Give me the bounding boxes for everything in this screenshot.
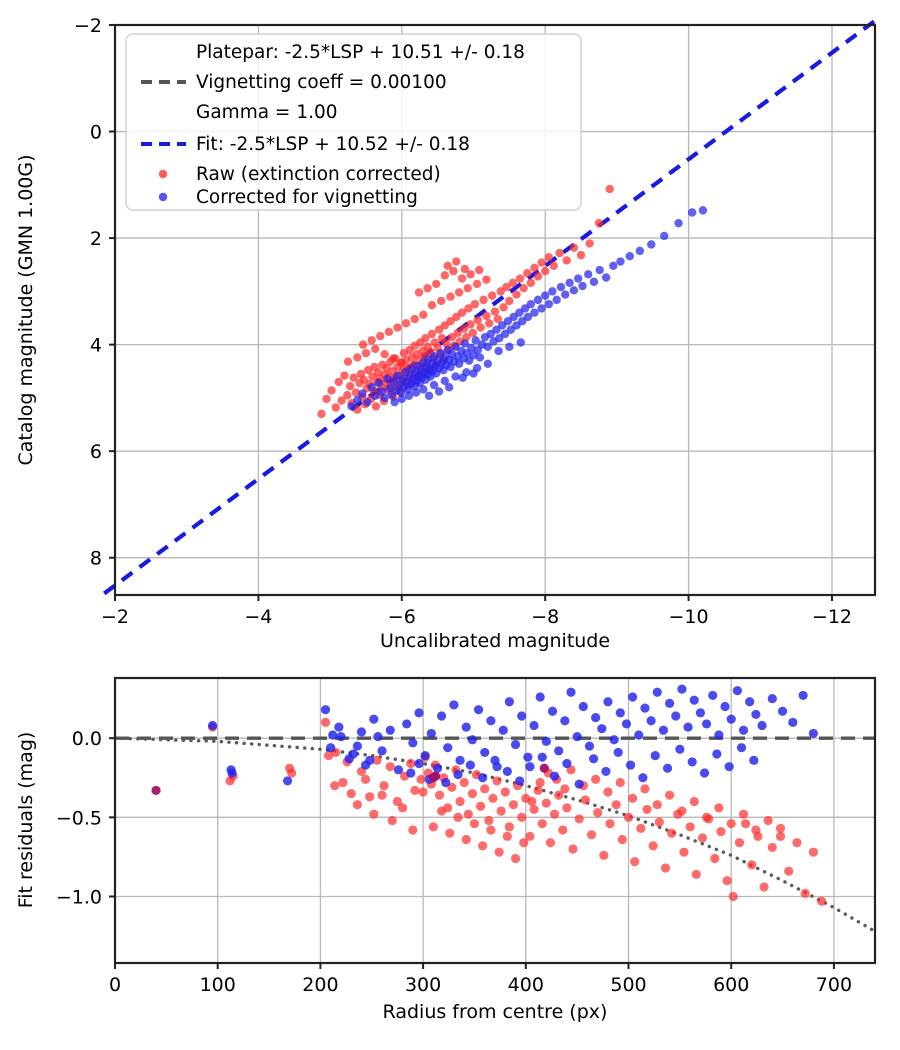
top-ytick-label: 2 — [90, 228, 102, 250]
top-xtick-label: −4 — [244, 606, 272, 628]
top-xtick-label: −12 — [812, 606, 852, 628]
fit-line-blue — [102, 19, 877, 596]
legend-box — [125, 33, 582, 211]
bottom-ytick-label: 0.0 — [72, 728, 102, 750]
top-xtick-label: −8 — [531, 606, 559, 628]
legend-entry-label: Raw (extinction corrected) — [196, 164, 441, 185]
bottom-tick-labels: 0 100 200 300 400 500 600 700 0.0 −0.5 −1.0 — [56, 728, 852, 996]
top-ytick-label: 6 — [90, 441, 102, 463]
bottom-xtick-label: 500 — [610, 974, 646, 996]
top-ytick-label: −2 — [74, 15, 102, 37]
residual-overlap-points — [151, 763, 549, 796]
bottom-axes-frame — [113, 676, 877, 965]
bottom-xtick-label: 700 — [816, 974, 852, 996]
bottom-xtick-label: 400 — [508, 974, 544, 996]
residual-corrected-points — [207, 684, 818, 789]
bottom-xtick-label: 200 — [302, 974, 338, 996]
top-yaxis-label: Catalog magnitude (GMN 1.00G) — [15, 154, 37, 465]
bottom-xtick-label: 600 — [713, 974, 749, 996]
scatter-corrected-points — [347, 206, 708, 411]
legend-entry-label: Platepar: -2.5*LSP + 10.51 +/- 0.18 — [196, 42, 525, 63]
legend-rows: Platepar: -2.5*LSP + 10.51 +/- 0.18 Vigne… — [141, 42, 525, 208]
bottom-ytick-label: −0.5 — [56, 807, 102, 829]
top-xtick-label: −6 — [388, 606, 416, 628]
legend-entry-label: Vignetting coeff = 0.00100 — [196, 72, 447, 93]
legend-entry-label: Fit: -2.5*LSP + 10.52 +/- 0.18 — [196, 134, 470, 155]
bottom-yaxis-label: Fit residuals (mag) — [15, 732, 37, 909]
top-ytick-label: 8 — [90, 548, 102, 570]
legend: Platepar: -2.5*LSP + 10.51 +/- 0.18 Vigne… — [125, 33, 582, 211]
bottom-xtick-label: 100 — [200, 974, 236, 996]
top-xtick-label: −2 — [101, 606, 129, 628]
top-axis-ticks — [109, 24, 833, 601]
top-tick-labels: −2 −4 −6 −8 −10 −12 −2 0 2 4 6 8 — [74, 15, 852, 628]
panel-fit-residuals: 0 100 200 300 400 500 600 700 0.0 −0.5 −1.0 Radius… — [15, 676, 877, 1023]
bottom-ytick-label: −1.0 — [56, 887, 102, 909]
bottom-xaxis-label: Radius from centre (px) — [383, 1001, 608, 1023]
bottom-xtick-label: 300 — [405, 974, 441, 996]
top-xaxis-label: Uncalibrated magnitude — [380, 630, 610, 652]
top-axes-frame — [113, 23, 877, 597]
panel-photometric-calibration: −2 −4 −6 −8 −10 −12 −2 0 2 4 6 8 Uncalibrated magni… — [15, 15, 877, 652]
bottom-xtick-label: 0 — [109, 974, 121, 996]
top-xtick-label: −10 — [669, 606, 709, 628]
top-ytick-label: 0 — [90, 122, 102, 144]
legend-entry-label: Gamma = 1.00 — [196, 102, 338, 123]
top-ytick-label: 4 — [90, 335, 102, 357]
bottom-axis-ticks — [109, 737, 835, 969]
legend-entry-label: Corrected for vignetting — [196, 187, 418, 208]
bottom-gridlines — [115, 678, 875, 963]
